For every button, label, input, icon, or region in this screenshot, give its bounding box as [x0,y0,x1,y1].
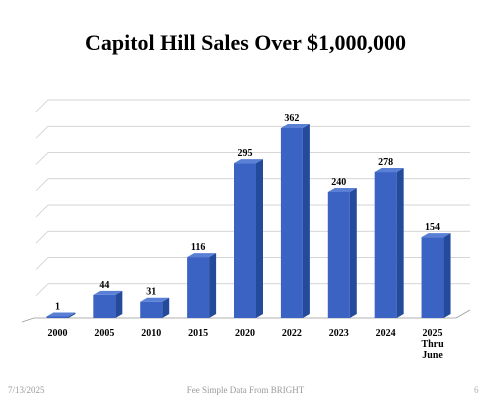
bar-top [187,253,217,258]
value-label: 44 [99,280,109,291]
bar-top [280,123,310,128]
bar-front [93,294,116,318]
value-label: 1 [55,302,60,313]
bar-top [140,297,170,302]
category-label: 2010 [141,328,161,339]
category-label: 2022 [282,328,302,339]
bar [421,233,451,318]
bar [187,253,217,318]
category-label: 2023 [329,328,349,339]
bar [327,188,357,318]
bar-side [162,297,170,318]
gridline [35,125,470,139]
bar [93,290,123,318]
category-label: 2020 [235,328,255,339]
bar [234,159,263,318]
bar-front [234,163,256,318]
value-label: 362 [284,113,299,124]
value-label: 31 [146,287,156,298]
footer-date: 7/13/2025 [8,385,45,395]
bar [374,168,404,318]
value-label: 278 [378,157,393,168]
value-label: 240 [331,177,346,188]
gridline [35,152,470,165]
bar [280,123,310,318]
category-label: 2015 [188,328,208,339]
chart-title: Capitol Hill Sales Over $1,000,000 [84,30,407,55]
bar-front [46,316,69,318]
footer-source: Fee Simple Data From BRIGHT [186,385,305,395]
bar-side [209,253,217,318]
bar-front [374,172,397,318]
category-labels: 2000 2005 2010 2015 2020 2022 2023 2024 2025 Thru… [47,328,444,361]
category-label: 2025 Thru June [421,328,444,361]
bar [46,312,76,318]
bar-side [349,188,357,318]
bar-top [46,312,76,317]
footer-page-number: 6 [474,385,479,395]
bar-front [421,237,444,318]
bar-side [302,123,310,318]
value-label: 154 [425,222,440,233]
bar [140,297,170,318]
bar-side [68,312,76,318]
bar-side [396,168,404,318]
bar-side [256,159,263,318]
category-label: 2005 [94,328,114,339]
bar-front [327,192,350,318]
bar-front [140,301,163,318]
bar-side [115,290,123,318]
category-label: 2024 [376,328,396,339]
bars [46,123,451,318]
bar-top [421,233,451,238]
category-label: 2000 [47,328,67,339]
bar-front [280,127,303,318]
bar-top [93,290,123,295]
value-label: 116 [191,242,205,253]
gridline [35,99,470,113]
bar-top [234,159,263,164]
value-label: 295 [238,148,253,159]
bar-top [327,188,357,192]
bar-side [443,233,451,318]
bar-top [374,168,404,173]
value-labels: 1 44 31 116 295 362 240 278 154 [55,113,440,313]
bar-front [187,257,210,318]
